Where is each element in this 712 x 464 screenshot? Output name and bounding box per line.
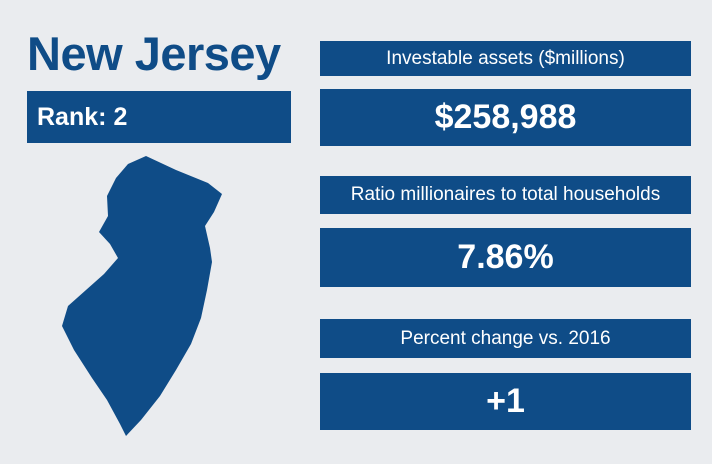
stat-value-box: 7.86% — [320, 228, 691, 287]
rank-label: Rank: — [37, 102, 107, 131]
stat-label-box: Ratio millionaires to total households — [320, 176, 691, 214]
stat-label: Investable assets ($millions) — [386, 47, 625, 69]
state-shape — [62, 156, 222, 436]
state-map — [62, 156, 222, 436]
stat-value: $258,988 — [434, 98, 577, 136]
stat-label: Ratio millionaires to total households — [350, 184, 661, 205]
stat-value-box: +1 — [320, 373, 691, 430]
stat-label-box: Investable assets ($millions) — [320, 41, 691, 76]
stat-value: +1 — [486, 382, 525, 420]
stat-label-box: Percent change vs. 2016 — [320, 319, 691, 358]
stat-label: Percent change vs. 2016 — [400, 327, 611, 349]
rank-value: 2 — [113, 102, 128, 131]
stat-value: 7.86% — [457, 238, 554, 276]
state-title: New Jersey — [27, 27, 281, 80]
stat-value-box: $258,988 — [320, 89, 691, 146]
rank-box: Rank: 2 — [27, 91, 291, 143]
